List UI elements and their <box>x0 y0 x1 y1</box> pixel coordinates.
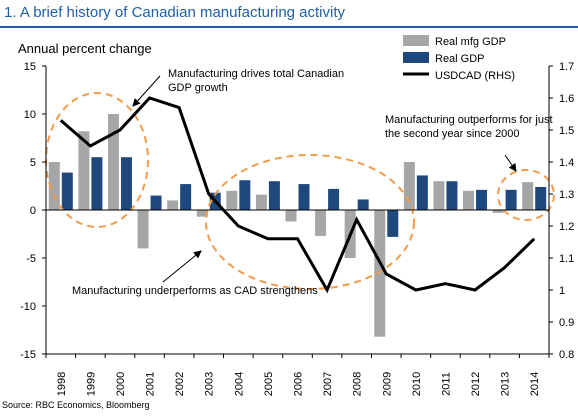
y-tick-label: -5 <box>26 253 36 265</box>
x-tick-label: 2014 <box>529 372 541 396</box>
y2-tick-label: 1.3 <box>559 189 574 201</box>
bar-real-gdp <box>505 189 517 210</box>
legend-label: Real mfg GDP <box>435 36 506 48</box>
title-rule <box>0 26 578 28</box>
bar-real-mfg-gdp <box>255 194 267 210</box>
bar-real-gdp <box>180 184 192 210</box>
annotation-arrow-early <box>132 75 161 107</box>
bar-real-mfg-gdp <box>492 210 504 213</box>
x-tick-label: 1999 <box>85 372 97 396</box>
legend-swatch <box>403 35 429 46</box>
line-layer <box>59 96 536 294</box>
annotation-manufacturing-drives-line: Manufacturing drives total Canadian <box>168 68 344 80</box>
annotation-manufacturing-underperforms: Manufacturing underperforms as CAD stren… <box>72 285 318 297</box>
annotation-arrow-recent <box>504 154 517 172</box>
x-tick-label: 2012 <box>470 372 482 396</box>
y-tick-label: -15 <box>20 349 36 361</box>
x-tick-label: 2010 <box>411 372 423 396</box>
bar-real-mfg-gdp <box>463 190 475 210</box>
legend-layer: Real mfg GDP Real GDP USDCAD (RHS) <box>403 35 515 82</box>
y2-tick-label: 1.6 <box>559 93 574 105</box>
y-tick-label: 5 <box>30 157 36 169</box>
bars-layer <box>48 114 547 337</box>
annotation-manufacturing-drives: Manufacturing drives total Canadian GDP g… <box>168 68 344 94</box>
annotation-manufacturing-outperforms-line: Manufacturing outperforms for just <box>385 114 553 126</box>
chart: Annual percent change -15 -10 -5 0 5 10 15 0.8 0.… <box>18 35 574 396</box>
bar-real-mfg-gdp <box>433 181 445 210</box>
bar-real-gdp <box>357 199 369 210</box>
x-tick-label: 2008 <box>352 372 364 396</box>
bar-real-mfg-gdp <box>315 210 327 236</box>
bar-real-mfg-gdp <box>226 190 238 210</box>
bar-real-gdp <box>268 181 280 210</box>
bar-real-gdp <box>476 189 488 210</box>
y-tick-label: 10 <box>24 109 36 121</box>
annotation-ellipse-recent <box>497 169 555 221</box>
bar-real-mfg-gdp <box>48 162 60 210</box>
bar-real-mfg-gdp <box>374 210 386 337</box>
y2-tick-label: 1.1 <box>559 253 574 265</box>
source-note: Source: RBC Economics, Bloomberg <box>2 400 150 410</box>
x-tick-label: 2001 <box>145 372 157 396</box>
y-tick-label: 0 <box>30 205 36 217</box>
bar-real-mfg-gdp <box>196 210 208 217</box>
x-tick-label: 2006 <box>293 372 305 396</box>
y2-tick-label: 1 <box>559 285 565 297</box>
bar-real-mfg-gdp <box>522 182 534 210</box>
x-tick-label: 2009 <box>381 372 393 396</box>
y2-tick-label: 1.4 <box>559 157 574 169</box>
bar-real-mfg-gdp <box>137 210 149 249</box>
x-tick-label: 2002 <box>174 372 186 396</box>
line-usdcad <box>59 96 536 294</box>
bar-real-mfg-gdp <box>107 114 119 210</box>
y2-tick-label: 1.5 <box>559 125 574 137</box>
x-tick-label: 2005 <box>263 372 275 396</box>
bar-real-gdp <box>387 210 399 237</box>
bar-real-mfg-gdp <box>285 210 297 222</box>
bar-real-gdp <box>150 195 162 210</box>
x-tick-label: 2004 <box>233 372 245 396</box>
y2-tick-label: 0.8 <box>559 349 574 361</box>
bar-real-gdp <box>120 157 132 210</box>
bar-real-gdp <box>328 188 340 210</box>
bar-real-gdp <box>91 157 103 210</box>
annotation-manufacturing-underperforms-line: Manufacturing underperforms as CAD stren… <box>72 285 318 297</box>
labels-layer: Annual percent change -15 -10 -5 0 5 10 15 0.8 0.… <box>18 41 574 396</box>
legend-label: USDCAD (RHS) <box>435 70 515 82</box>
bar-real-mfg-gdp <box>78 131 90 210</box>
y2-tick-label: 0.9 <box>559 317 574 329</box>
annotation-manufacturing-drives-line: GDP growth <box>168 82 228 94</box>
annotation-ellipse-middle <box>205 154 415 290</box>
x-tick-label: 2007 <box>322 372 334 396</box>
bar-real-mfg-gdp <box>167 200 179 210</box>
y-axis-label: Annual percent change <box>18 41 152 56</box>
x-tick-label: 2011 <box>440 372 452 396</box>
figure-title: 1. A brief history of Canadian manufactu… <box>4 4 346 21</box>
x-tick-label: 2000 <box>115 372 127 396</box>
y-tick-label: -10 <box>20 301 36 313</box>
bar-real-gdp <box>446 181 458 210</box>
x-tick-label: 2013 <box>500 372 512 396</box>
bar-real-gdp <box>61 172 73 210</box>
legend-swatch <box>403 52 429 63</box>
axes-layer <box>42 65 553 358</box>
annotation-manufacturing-outperforms-line: the second year since 2000 <box>385 128 520 140</box>
annotation-arrow-middle <box>162 250 202 283</box>
x-tick-label: 2003 <box>204 372 216 396</box>
y-tick-label: 15 <box>24 61 36 73</box>
bar-real-gdp <box>416 175 428 210</box>
y2-tick-label: 1.2 <box>559 221 574 233</box>
bar-real-gdp <box>535 186 547 210</box>
annotation-manufacturing-outperforms: Manufacturing outperforms for just the se… <box>385 114 553 140</box>
y2-tick-label: 1.7 <box>559 61 574 73</box>
x-tick-label: 1998 <box>56 372 68 396</box>
legend-label: Real GDP <box>435 53 485 65</box>
bar-real-gdp <box>298 184 310 210</box>
bar-real-mfg-gdp <box>403 162 415 210</box>
bar-real-gdp <box>239 180 251 210</box>
